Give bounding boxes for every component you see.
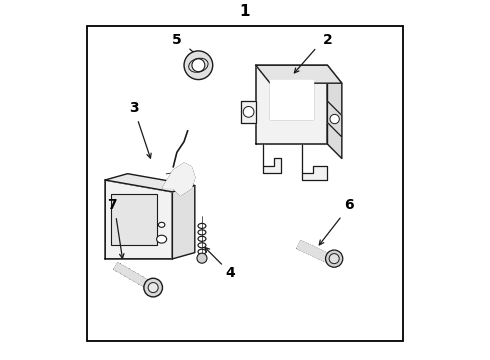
Polygon shape (242, 101, 256, 123)
Polygon shape (256, 65, 342, 83)
Bar (87, 26, 403, 341)
Text: 2: 2 (322, 33, 332, 47)
Polygon shape (270, 80, 313, 119)
Circle shape (330, 114, 339, 124)
Polygon shape (105, 180, 172, 259)
Ellipse shape (158, 222, 165, 227)
Text: 6: 6 (344, 198, 354, 212)
Ellipse shape (157, 235, 167, 243)
Circle shape (325, 250, 343, 267)
Text: 7: 7 (107, 198, 117, 212)
Polygon shape (263, 144, 281, 173)
Polygon shape (256, 65, 327, 144)
Text: 4: 4 (226, 266, 236, 280)
Polygon shape (172, 185, 195, 259)
Circle shape (329, 253, 339, 264)
Text: 5: 5 (172, 33, 182, 47)
Circle shape (192, 59, 205, 72)
Polygon shape (163, 163, 195, 195)
Text: 1: 1 (240, 4, 250, 19)
Circle shape (148, 283, 158, 293)
Circle shape (197, 253, 207, 263)
Circle shape (243, 107, 254, 117)
Circle shape (184, 51, 213, 80)
Polygon shape (327, 65, 342, 158)
Polygon shape (297, 240, 333, 264)
Polygon shape (105, 174, 195, 192)
Text: 3: 3 (129, 101, 139, 115)
Polygon shape (327, 101, 342, 137)
Polygon shape (114, 263, 155, 291)
Bar (111, 194, 157, 244)
Circle shape (144, 278, 163, 297)
Polygon shape (302, 144, 327, 180)
